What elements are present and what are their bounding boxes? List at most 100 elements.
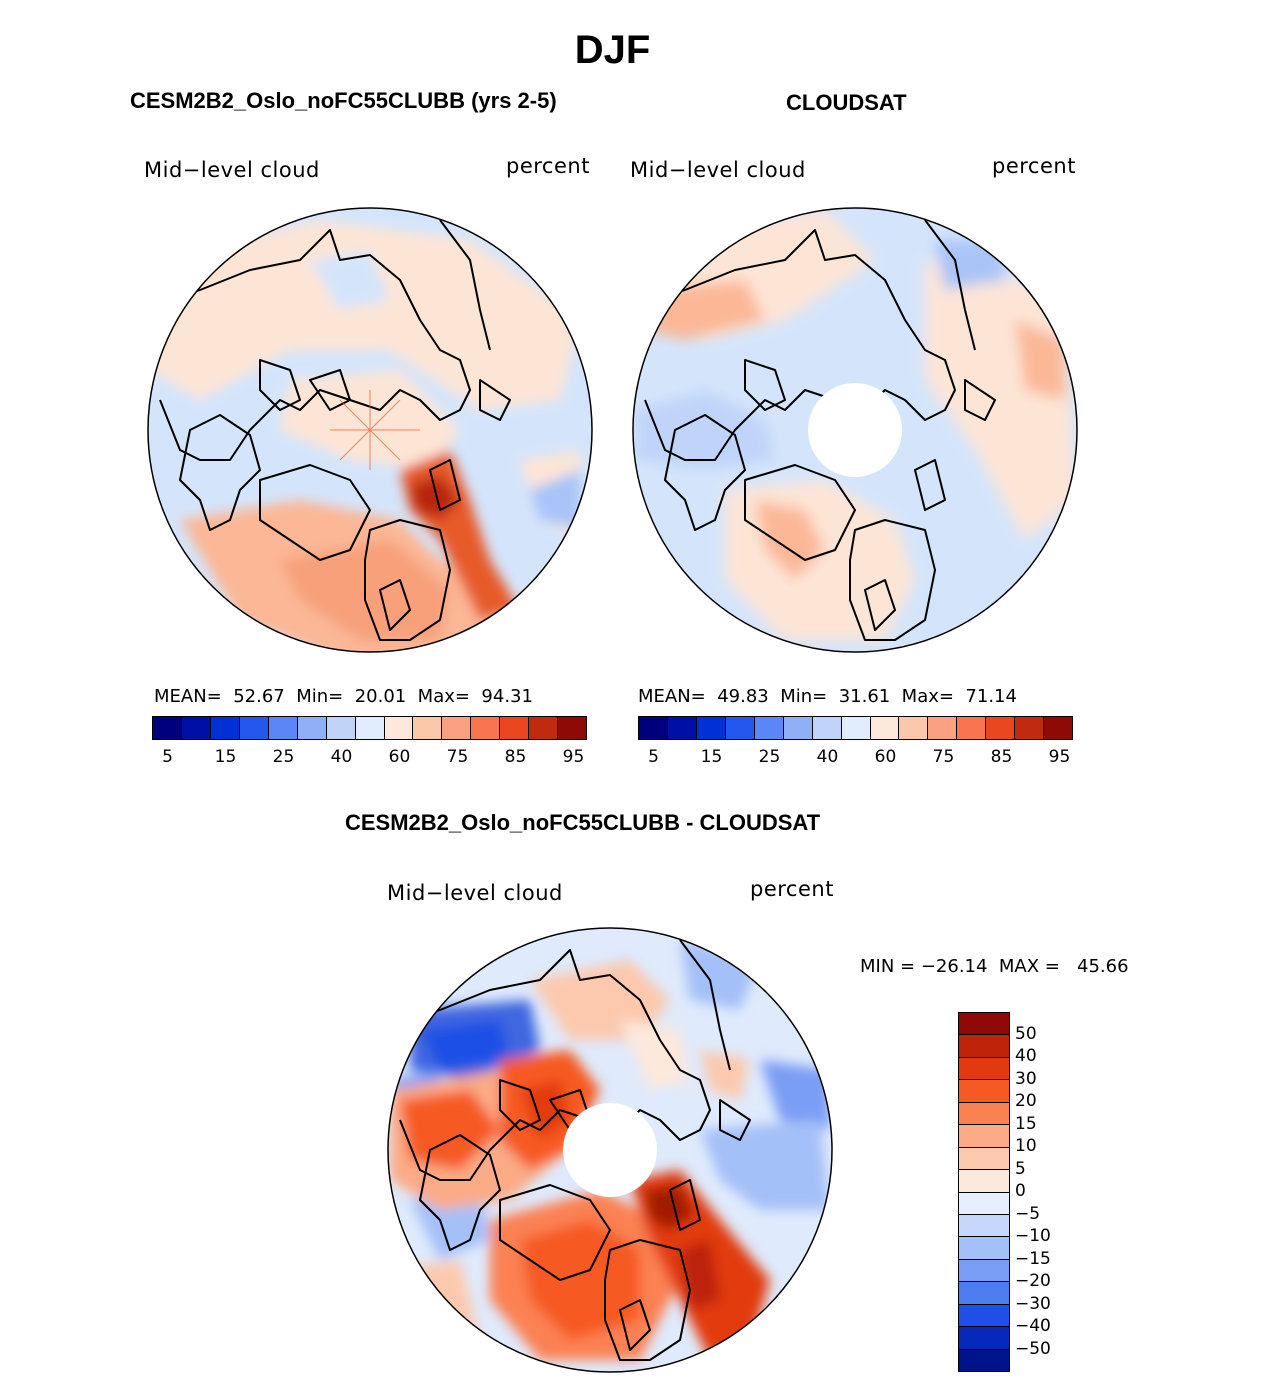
panel2-colorbar-tick: 40 — [816, 747, 839, 767]
diff-colorbar-swatch — [959, 1102, 1009, 1126]
panel1-colorbar-tick: 85 — [504, 747, 527, 767]
panel2-colorbar-swatch — [870, 717, 900, 739]
panel2-min-label: Min= — [780, 686, 828, 707]
panel1-colorbar-tick: 15 — [214, 747, 237, 767]
diff-colorbar-swatch — [959, 1304, 1009, 1328]
panel2-colorbar-tick: 5 — [648, 747, 659, 767]
panel2-colorbar-swatch — [928, 717, 958, 739]
diff-colorbar-swatch — [959, 1349, 1009, 1371]
diff-colorbar-tick: −40 — [1015, 1316, 1051, 1336]
panel1-colorbar-swatch — [355, 717, 385, 739]
panel2-variable: Mid−level cloud — [630, 158, 806, 182]
diff-colorbar-tick: 30 — [1015, 1068, 1037, 1089]
panel2-colorbar-tick: 95 — [1048, 747, 1071, 767]
panel1-max-label: Max= — [417, 686, 470, 707]
diff-colorbar-swatch — [959, 1057, 1009, 1081]
panel3-units: percent — [750, 877, 834, 901]
panel2-colorbar-swatch — [957, 717, 987, 739]
panel2-colorbar-swatch — [754, 717, 784, 739]
panel2-polar-gap — [808, 383, 902, 477]
diff-colorbar-tick: −30 — [1015, 1293, 1051, 1314]
panel1-colorbar-tick: 40 — [330, 747, 353, 767]
panel1-polar-map — [147, 207, 593, 653]
panel2-colorbar-swatch — [812, 717, 842, 739]
panel2-colorbar-swatch — [986, 717, 1016, 739]
panel1-min-value: 20.01 — [354, 686, 407, 707]
panel2-colorbar-tick: 85 — [990, 747, 1013, 767]
diff-colorbar-tick: 15 — [1015, 1113, 1037, 1134]
panel2-map-border — [632, 207, 1078, 653]
panel2-polar-map — [632, 207, 1078, 653]
panel3-title: CESM2B2_Oslo_noFC55CLUBB - CLOUDSAT — [345, 810, 821, 835]
diff-colorbar-swatch — [959, 1327, 1009, 1350]
panel1-units: percent — [506, 154, 590, 178]
diff-colorbar-swatch — [959, 1035, 1009, 1058]
panel1-colorbar-tick: 75 — [446, 747, 469, 767]
diff-colorbar-tick: 10 — [1015, 1136, 1037, 1156]
diff-colorbar-tick: −20 — [1015, 1271, 1051, 1291]
panel1-colorbar-swatch — [384, 717, 414, 739]
panel2-colorbar-tick: 25 — [758, 747, 781, 767]
panel1-colorbar-swatch — [326, 717, 356, 739]
panel1-colorbar-swatch — [413, 717, 443, 739]
diff-colorbar-swatch — [959, 1259, 1009, 1283]
panel3-polar-gap — [563, 1103, 657, 1197]
diff-colorbar-swatch — [959, 1147, 1009, 1171]
panel2-max-label: Max= — [901, 686, 954, 707]
panel1-title: CESM2B2_Oslo_noFC55CLUBB (yrs 2-5) — [130, 88, 557, 113]
panel2-min-value: 31.61 — [838, 686, 891, 707]
diff-colorbar-swatch — [959, 1170, 1009, 1193]
panel1-colorbar-swatch — [153, 717, 182, 739]
panel2-colorbar-swatch — [639, 717, 668, 739]
panel1-max-value: 94.31 — [481, 686, 533, 707]
panel2-max-value: 71.14 — [965, 686, 1017, 707]
panel1-colorbar-swatch — [268, 717, 298, 739]
panel2-colorbar-swatch — [783, 717, 813, 739]
diff-colorbar-tick: 40 — [1015, 1046, 1037, 1066]
panel1-colorbar-swatch — [558, 717, 587, 739]
panel1-colorbar-swatch — [297, 717, 327, 739]
panel2-colorbar-swatch — [667, 717, 697, 739]
diff-colorbar-swatch — [959, 1214, 1009, 1238]
panel3-map-border — [387, 927, 833, 1373]
panel1-map-border — [147, 207, 593, 653]
panel1-colorbar-swatch — [181, 717, 211, 739]
panel3-variable: Mid−level cloud — [387, 881, 563, 905]
panel2-stats: MEAN= 49.83 Min= 31.61 Max= 71.14 — [638, 686, 1017, 707]
panel1-stats: MEAN= 52.67 Min= 20.01 Max= 94.31 — [154, 686, 533, 707]
panel1-colorbar — [152, 716, 587, 740]
panel2-colorbar-labels: 5 15 25 40 60 75 85 95 — [638, 747, 1071, 769]
diff-colorbar-swatch — [959, 1125, 1009, 1148]
panel1-min-label: Min= — [296, 686, 344, 707]
diff-colorbar-swatch — [959, 1013, 1009, 1036]
diff-colorbar-swatch — [959, 1237, 1009, 1260]
diff-colorbar-tick: −10 — [1015, 1226, 1051, 1246]
panel1-colorbar-tick: 95 — [562, 747, 585, 767]
panel1-colorbar-swatch — [442, 717, 472, 739]
main-title: DJF — [574, 28, 651, 72]
panel2-colorbar-tick: 15 — [700, 747, 723, 767]
panel2-colorbar-swatch — [725, 717, 755, 739]
panel1-colorbar-swatch — [529, 717, 559, 739]
panel3-polar-map — [387, 927, 833, 1373]
diff-colorbar-tick: 50 — [1015, 1023, 1037, 1044]
panel2-mean-label: MEAN= — [638, 686, 706, 707]
diff-colorbar-tick: 20 — [1015, 1091, 1037, 1111]
panel1-colorbar-labels: 5 15 25 40 60 75 85 95 — [152, 747, 585, 769]
panel2-colorbar-swatch — [1015, 717, 1045, 739]
panel2-colorbar — [638, 716, 1073, 740]
panel2-colorbar-tick: 75 — [932, 747, 955, 767]
panel2-colorbar-swatch — [899, 717, 929, 739]
diff-colorbar — [958, 1012, 1010, 1372]
diff-colorbar-swatch — [959, 1282, 1009, 1305]
panel2-mean-value: 49.83 — [717, 686, 769, 707]
panel2-colorbar-swatch — [841, 717, 871, 739]
panel1-mean-value: 52.67 — [233, 686, 285, 707]
panel1-colorbar-swatch — [210, 717, 240, 739]
diff-colorbar-tick: −50 — [1015, 1338, 1051, 1359]
diff-colorbar-tick: −15 — [1015, 1248, 1051, 1269]
diff-colorbar-tick: 5 — [1015, 1158, 1026, 1179]
diff-colorbar-swatch — [959, 1080, 1009, 1103]
panel2-colorbar-tick: 60 — [874, 747, 897, 767]
panel3-minmax: MIN = −26.14 MAX = 45.66 — [860, 956, 1129, 977]
